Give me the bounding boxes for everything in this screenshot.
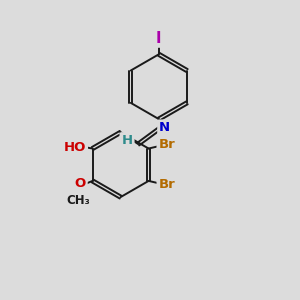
Text: I: I <box>156 31 162 46</box>
Text: Br: Br <box>158 178 175 191</box>
Text: O: O <box>74 177 86 190</box>
Text: CH₃: CH₃ <box>67 194 91 207</box>
Text: HO: HO <box>64 141 86 154</box>
Text: Br: Br <box>158 139 175 152</box>
Text: H: H <box>122 134 133 147</box>
Text: N: N <box>159 122 170 134</box>
